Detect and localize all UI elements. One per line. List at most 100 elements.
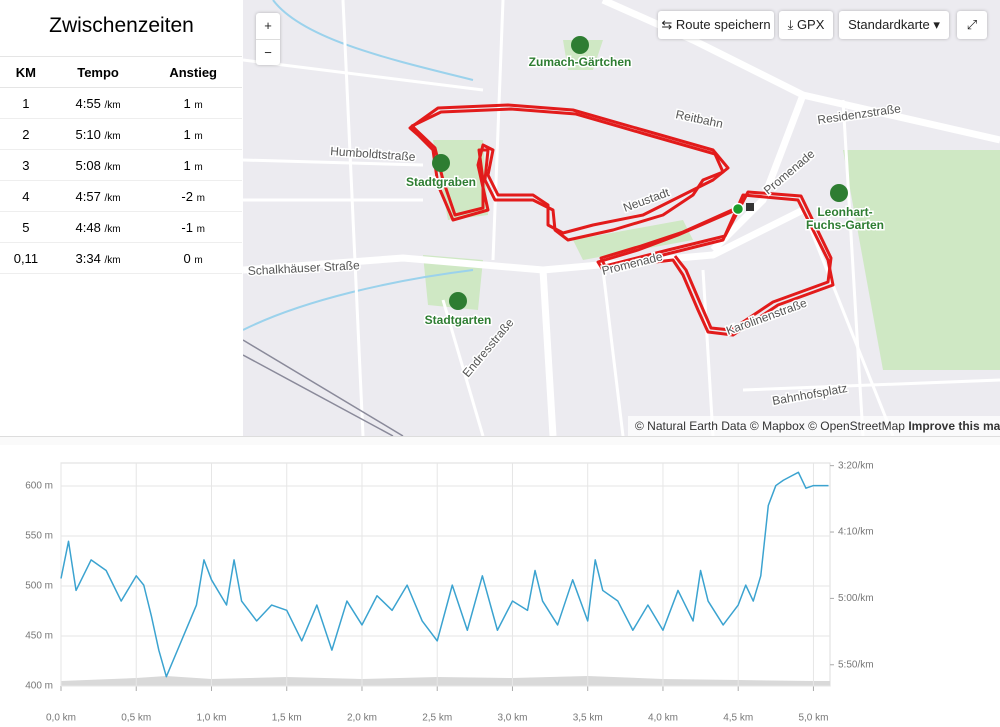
attribution-text: © Natural Earth Data © Mapbox © OpenStre… bbox=[635, 419, 905, 433]
ascent-cell: 1 m bbox=[144, 118, 242, 150]
map-label: Leonhart- bbox=[817, 205, 872, 219]
y2-tick-label: 5:00/km bbox=[838, 593, 874, 604]
zoom-control: + − bbox=[256, 13, 280, 65]
elevation-area bbox=[61, 676, 830, 686]
ascent-cell: -2 m bbox=[144, 180, 242, 212]
ascent-cell: 0 m bbox=[144, 242, 242, 274]
y-tick-label: 400 m bbox=[25, 681, 53, 692]
tempo-unit: /km bbox=[104, 130, 121, 142]
ascent-value: 1 bbox=[183, 157, 191, 173]
tempo-unit: /km bbox=[104, 223, 121, 235]
split-row: 1 4:55 /km 1 m bbox=[0, 87, 242, 119]
tempo-value: 5:10 bbox=[75, 126, 101, 142]
ascent-cell: 1 m bbox=[144, 149, 242, 181]
km-cell: 0,11 bbox=[0, 242, 52, 274]
pace-line bbox=[60, 471, 829, 678]
tempo-unit: /km bbox=[104, 254, 121, 266]
table-header: KM Tempo Anstieg bbox=[0, 56, 242, 88]
tempo-cell: 5:08 /km bbox=[51, 149, 145, 181]
table-body: 1 4:55 /km 1 m 2 5:10 /km 1 m 3 5:08 /km 1 m 4 4:5… bbox=[0, 87, 242, 274]
km-cell: 2 bbox=[0, 118, 52, 150]
map-label: Zumach-Gärtchen bbox=[529, 55, 632, 69]
save-route-button[interactable]: ⇆ Route speichern bbox=[658, 11, 774, 39]
tempo-cell: 4:57 /km bbox=[51, 180, 145, 212]
ascent-unit: m bbox=[194, 161, 203, 173]
fullscreen-button[interactable]: ⤢ bbox=[957, 11, 987, 39]
split-row: 5 4:48 /km -1 m bbox=[0, 211, 242, 243]
x-tick-label: 0,0 km bbox=[46, 713, 76, 724]
ascent-value: 1 bbox=[183, 95, 191, 111]
attribution: © Natural Earth Data © Mapbox © OpenStre… bbox=[635, 419, 1000, 433]
tempo-value: 4:55 bbox=[75, 95, 101, 111]
ascent-cell: 1 m bbox=[144, 87, 242, 119]
tempo-unit: /km bbox=[104, 99, 121, 111]
tempo-value: 4:57 bbox=[75, 188, 101, 204]
y-tick-label: 600 m bbox=[25, 481, 53, 492]
km-cell: 1 bbox=[0, 87, 52, 119]
x-tick-label: 2,0 km bbox=[347, 713, 377, 724]
km-cell: 3 bbox=[0, 149, 52, 181]
tempo-unit: /km bbox=[104, 192, 121, 204]
ascent-unit: m bbox=[196, 192, 205, 204]
column-header: KM bbox=[0, 56, 52, 88]
x-tick-label: 4,5 km bbox=[723, 713, 753, 724]
column-header: Anstieg bbox=[144, 56, 242, 88]
column-header: Tempo bbox=[51, 56, 145, 88]
x-tick-label: 3,0 km bbox=[497, 713, 527, 724]
tempo-cell: 3:34 /km bbox=[51, 242, 145, 274]
km-cell: 5 bbox=[0, 211, 52, 243]
ascent-unit: m bbox=[194, 254, 203, 266]
y2-tick-label: 4:10/km bbox=[838, 527, 874, 538]
ascent-cell: -1 m bbox=[144, 211, 242, 243]
button-label: Standardkarte bbox=[848, 17, 930, 32]
x-tick-label: 4,0 km bbox=[648, 713, 678, 724]
split-row: 4 4:57 /km -2 m bbox=[0, 180, 242, 212]
x-tick-label: 2,5 km bbox=[422, 713, 452, 724]
map-label: Stadtgarten bbox=[425, 313, 492, 327]
y-tick-label: 500 m bbox=[25, 581, 53, 592]
y2-tick-label: 3:20/km bbox=[838, 460, 874, 471]
tempo-cell: 4:48 /km bbox=[51, 211, 145, 243]
chart: 0,0 km 0,5 km 1,0 km 1,5 km 2,0 km 2,5 km 3,0 … bbox=[25, 460, 874, 724]
y-tick-label: 450 m bbox=[25, 631, 53, 642]
tempo-value: 5:08 bbox=[75, 157, 101, 173]
x-tick-label: 1,5 km bbox=[272, 713, 302, 724]
zoom-in[interactable]: + bbox=[264, 18, 272, 33]
gpx-button[interactable]: ⤓ GPX bbox=[779, 11, 833, 39]
panel-title: Zwischenzeiten bbox=[49, 14, 194, 37]
ascent-value: -1 bbox=[181, 219, 193, 235]
tempo-cell: 4:55 /km bbox=[51, 87, 145, 119]
ascent-value: 1 bbox=[183, 126, 191, 142]
button-label: Route speichern bbox=[675, 17, 771, 32]
ascent-unit: m bbox=[194, 99, 203, 111]
tempo-value: 3:34 bbox=[75, 250, 101, 266]
x-tick-label: 5,0 km bbox=[798, 713, 828, 724]
tempo-value: 4:48 bbox=[75, 219, 101, 235]
tempo-unit: /km bbox=[104, 161, 121, 173]
x-tick-label: 3,5 km bbox=[573, 713, 603, 724]
improve-link[interactable]: Improve this map bbox=[908, 419, 1000, 433]
map-label: Fuchs-Garten bbox=[806, 218, 884, 232]
y-tick-label: 550 m bbox=[25, 531, 53, 542]
split-row: 0,11 3:34 /km 0 m bbox=[0, 242, 242, 274]
ascent-unit: m bbox=[196, 223, 205, 235]
ascent-unit: m bbox=[194, 130, 203, 142]
y2-tick-label: 5:50/km bbox=[838, 659, 874, 670]
map-style-dropdown[interactable]: Standardkarte ▾ bbox=[839, 11, 949, 39]
km-cell: 4 bbox=[0, 180, 52, 212]
map: Zumach-Gärtchen Humboldtstraße Stadtgrab… bbox=[243, 0, 1000, 436]
ascent-value: -2 bbox=[181, 188, 193, 204]
button-label: GPX bbox=[796, 17, 825, 32]
split-row: 3 5:08 /km 1 m bbox=[0, 149, 242, 181]
split-row: 2 5:10 /km 1 m bbox=[0, 118, 242, 150]
ascent-value: 0 bbox=[183, 250, 191, 266]
zoom-out[interactable]: − bbox=[256, 39, 280, 66]
splitter[interactable] bbox=[0, 436, 1000, 445]
x-tick-label: 1,0 km bbox=[196, 713, 226, 724]
tempo-cell: 5:10 /km bbox=[51, 118, 145, 150]
map-label: Stadtgraben bbox=[406, 175, 476, 189]
x-tick-label: 0,5 km bbox=[121, 713, 151, 724]
splits-panel: Zwischenzeiten KM Tempo Anstieg 1 4:55 /km 1… bbox=[0, 0, 244, 436]
